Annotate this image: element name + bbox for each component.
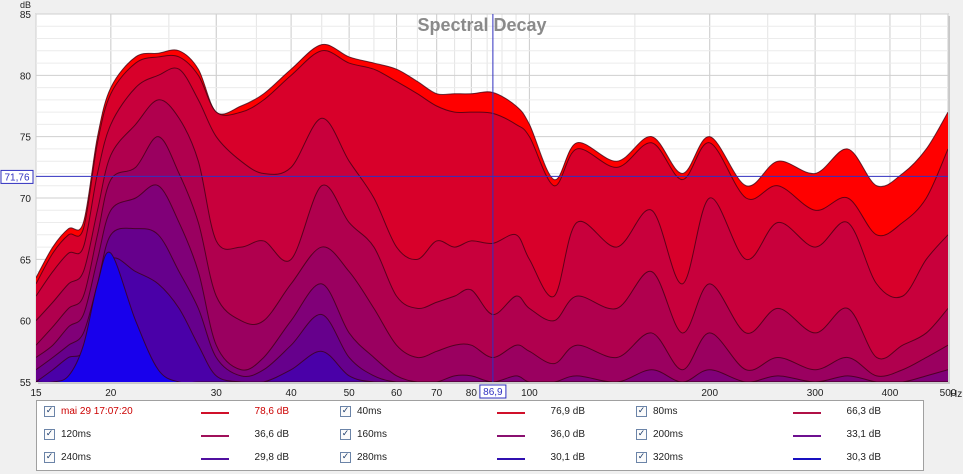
legend-swatch [497,458,525,460]
legend-label: 80ms [653,406,678,417]
legend-swatch [793,412,821,414]
x-tick-label: 100 [521,388,538,399]
y-tick-label: 75 [20,133,32,144]
y-tick-label: 85 [20,10,32,21]
legend-value: 29,8 dB [254,452,289,463]
legend-value: 30,3 dB [846,452,881,463]
series-outline-4 [36,136,948,377]
legend-value: 36,0 dB [550,429,585,440]
legend-item: ✓ 320ms 30,3 dB [629,450,925,466]
legend-value: 76,9 dB [550,406,585,417]
legend-checkbox[interactable]: ✓ [340,429,351,440]
cursor-y-readout: 71,76 [4,172,29,183]
legend-swatch [793,435,821,437]
legend-label: 200ms [653,429,684,440]
legend-label: 160ms [357,429,388,440]
spectral-decay-chart: Spectral Decay 71,76 86,9 15 20 30 40 50 60 70 8… [0,0,962,400]
x-tick-label: 40 [286,388,298,399]
legend-label: 120ms [61,429,92,440]
legend-value: 36,6 dB [254,429,289,440]
legend-checkbox[interactable]: ✓ [44,429,55,440]
series-outline-1 [36,50,948,285]
legend-label: 280ms [357,452,388,463]
x-tick-label: 300 [807,388,824,399]
series-area-3 [36,99,948,382]
series-outline-6 [36,227,948,382]
x-tick-label: 70 [431,388,443,399]
cursor-x-readout-box [479,384,507,399]
x-tick-label: 400 [882,388,899,399]
legend-item: ✓ 160ms 36,0 dB [333,427,629,443]
x-tick-label: 15 [30,388,42,399]
y-tick-label: 60 [20,317,32,328]
y-tick-label: 55 [20,378,32,389]
legend-value: 30,1 dB [550,452,585,463]
legend-checkbox[interactable]: ✓ [44,452,55,463]
legend-item: ✓ 280ms 30,1 dB [333,450,629,466]
legend-checkbox[interactable]: ✓ [44,406,55,417]
legend-swatch [497,435,525,437]
legend-value: 33,1 dB [846,429,881,440]
legend-value: 66,3 dB [846,406,881,417]
x-tick-label: 30 [211,388,223,399]
series-area-8 [36,252,948,382]
cursor-x-readout: 86,9 [483,387,503,398]
legend-swatch [201,412,229,414]
legend-item: ✓ 40ms 76,9 dB [333,404,629,420]
x-tick-label: 500 [940,388,957,399]
legend-swatch [201,458,229,460]
axes: 15 20 30 40 50 60 70 80 100 200 300 400 500 55 60 65 70 7… [20,10,957,399]
legend-item: ✓ 120ms 36,6 dB [37,427,333,443]
legend-checkbox[interactable]: ✓ [636,452,647,463]
legend-label: mai 29 17:07:20 [61,406,133,417]
decay-series [36,43,948,382]
y-tick-label: 65 [20,255,32,266]
series-outline-7 [36,257,948,382]
legend-checkbox[interactable]: ✓ [636,406,647,417]
legend-item: ✓ 80ms 66,3 dB [629,404,925,420]
x-tick-label: 50 [344,388,356,399]
legend-checkbox[interactable]: ✓ [636,429,647,440]
legend-checkbox[interactable]: ✓ [340,452,351,463]
x-axis-unit: Hz [950,389,962,400]
legend-swatch [793,458,821,460]
x-tick-label: 60 [391,388,403,399]
series-outline-3 [36,99,948,360]
x-tick-label: 200 [701,388,718,399]
legend: ✓ mai 29 17:07:20 78,6 dB ✓ 40ms 76,9 dB ✓ 80ms… [36,400,924,471]
chart-title: Spectral Decay [417,15,546,35]
legend-item: ✓ 200ms 33,1 dB [629,427,925,443]
legend-item: ✓ 240ms 29,8 dB [37,450,333,466]
series-outline-0 [36,43,948,278]
legend-label: 40ms [357,406,382,417]
legend-value: 78,6 dB [254,406,289,417]
series-outline-8 [36,251,948,382]
legend-checkbox[interactable]: ✓ [340,406,351,417]
y-axis-label: dB [20,0,31,10]
series-outline-5 [36,184,948,382]
legend-swatch [201,435,229,437]
x-tick-label: 80 [466,388,478,399]
x-tick-label: 20 [105,388,117,399]
cursor-y-readout-box [0,169,34,184]
y-tick-label: 80 [20,71,32,82]
legend-label: 320ms [653,452,684,463]
y-tick-label: 70 [20,194,32,205]
legend-item: ✓ mai 29 17:07:20 78,6 dB [37,404,333,420]
cursor[interactable]: 71,76 86,9 [0,14,948,399]
legend-label: 240ms [61,452,92,463]
legend-swatch [497,412,525,414]
series-outline-2 [36,67,948,299]
